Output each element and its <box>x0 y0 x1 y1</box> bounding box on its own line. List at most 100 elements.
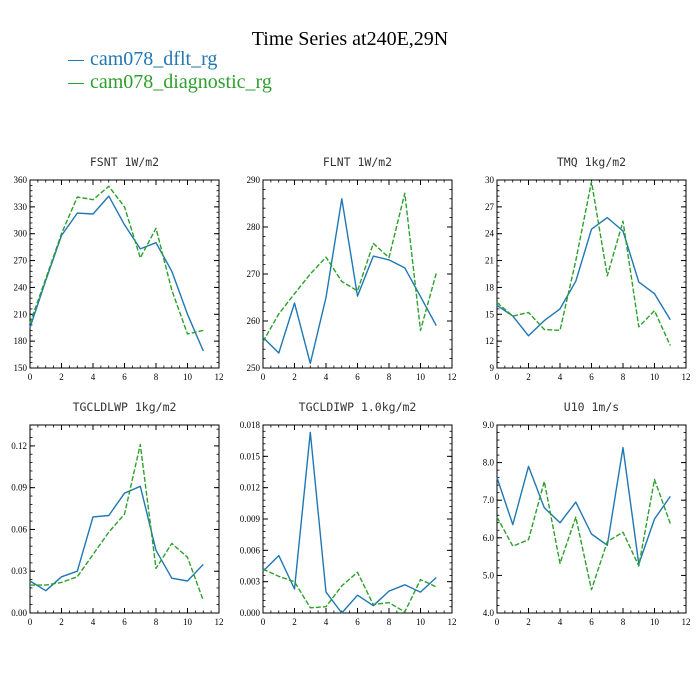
x-tick-label: 12 <box>448 372 457 382</box>
y-tick-label: 7.0 <box>483 495 495 505</box>
y-tick-label: 21 <box>485 256 494 266</box>
y-tick-label: 210 <box>14 309 28 319</box>
x-tick-label: 8 <box>154 617 159 627</box>
legend-entry-dflt: cam078_dflt_rg <box>68 48 217 71</box>
x-tick-label: 2 <box>526 372 531 382</box>
y-tick-label: 4.0 <box>483 608 495 618</box>
y-tick-label: 0.09 <box>11 483 27 493</box>
x-tick-label: 4 <box>558 617 563 627</box>
x-tick-label: 12 <box>448 617 457 627</box>
x-tick-label: 8 <box>154 372 159 382</box>
y-tick-label: 0.018 <box>240 420 261 430</box>
y-tick-label: 5.0 <box>483 570 495 580</box>
series-line-diagnostic <box>496 181 671 346</box>
x-tick-label: 4 <box>91 617 96 627</box>
chart-panel: FSNT 1W/m2 0 2 4 6 8 10 12 150 180 210 240 270 300 330… <box>14 155 224 382</box>
y-tick-label: 9.0 <box>483 420 495 430</box>
x-tick-label: 4 <box>91 372 96 382</box>
x-tick-label: 12 <box>682 617 691 627</box>
x-tick-label: 8 <box>387 372 392 382</box>
x-tick-label: 10 <box>183 617 193 627</box>
x-tick-label: 2 <box>292 372 297 382</box>
y-tick-label: 0.009 <box>240 514 261 524</box>
y-tick-label: 180 <box>14 336 28 346</box>
y-tick-label: 24 <box>485 229 495 239</box>
y-tick-label: 280 <box>247 222 261 232</box>
x-tick-label: 2 <box>292 617 297 627</box>
y-tick-label: 27 <box>485 202 495 212</box>
y-tick-label: 12 <box>485 336 494 346</box>
x-tick-label: 4 <box>324 617 329 627</box>
y-tick-label: 360 <box>14 175 28 185</box>
series-line-dflt <box>29 485 204 592</box>
x-tick-label: 10 <box>416 372 426 382</box>
series-line-dflt <box>262 431 437 614</box>
x-tick-label: 4 <box>324 372 329 382</box>
x-tick-label: 8 <box>621 617 626 627</box>
chart-title: FSNT 1W/m2 <box>90 155 159 169</box>
plot-frame <box>29 424 220 614</box>
series-line-diagnostic <box>29 185 204 335</box>
y-tick-label: 300 <box>14 229 28 239</box>
y-tick-label: 15 <box>485 309 495 319</box>
y-tick-label: 150 <box>14 363 28 373</box>
x-tick-label: 2 <box>526 617 531 627</box>
legend-swatch-line <box>68 59 84 61</box>
y-tick-label: 250 <box>247 363 261 373</box>
x-tick-label: 0 <box>261 372 266 382</box>
x-tick-label: 6 <box>355 617 360 627</box>
chart-title: TMQ 1kg/m2 <box>557 155 626 169</box>
y-tick-label: 0.03 <box>11 566 27 576</box>
x-tick-label: 12 <box>215 617 224 627</box>
chart-panel: TGCLDLWP 1kg/m2 0 2 4 6 8 10 12 0.00 0.03 0.06 0.09… <box>11 400 223 627</box>
x-tick-label: 4 <box>558 372 563 382</box>
x-tick-label: 8 <box>387 617 392 627</box>
x-tick-label: 6 <box>355 372 360 382</box>
x-tick-label: 10 <box>183 372 193 382</box>
y-tick-label: 0.006 <box>240 545 261 555</box>
x-tick-label: 12 <box>215 372 224 382</box>
plot-frame <box>262 424 453 614</box>
x-tick-label: 0 <box>28 617 33 627</box>
y-tick-label: 6.0 <box>483 533 495 543</box>
x-tick-label: 6 <box>589 617 594 627</box>
chart-title: TGCLDLWP 1kg/m2 <box>73 400 177 414</box>
y-tick-label: 270 <box>247 269 261 279</box>
y-tick-label: 0.012 <box>240 483 260 493</box>
legend-swatch-line <box>68 82 84 84</box>
x-tick-label: 0 <box>261 617 266 627</box>
y-tick-label: 0.015 <box>240 451 261 461</box>
series-line-dflt <box>29 195 204 352</box>
y-tick-label: 270 <box>14 256 28 266</box>
figure-title: Time Series at240E,29N <box>251 28 449 50</box>
series-line-diagnostic <box>496 478 671 591</box>
plot-frame <box>496 424 687 614</box>
chart-panel: TGCLDIWP 1.0kg/m2 0 2 4 6 8 10 12 0.000 0.003 0.00… <box>240 400 457 627</box>
y-tick-label: 18 <box>485 282 495 292</box>
x-tick-label: 10 <box>416 617 426 627</box>
y-tick-label: 0.000 <box>240 608 261 618</box>
x-tick-label: 6 <box>589 372 594 382</box>
series-line-diagnostic <box>262 192 437 343</box>
x-tick-label: 8 <box>621 372 626 382</box>
series-line-dflt <box>262 198 437 364</box>
x-tick-label: 6 <box>122 372 127 382</box>
x-tick-label: 12 <box>682 372 691 382</box>
y-tick-label: 260 <box>247 316 261 326</box>
y-tick-label: 0.003 <box>240 577 261 587</box>
series-line-dflt <box>496 216 671 337</box>
legend-label: cam078_dflt_rg <box>90 48 218 70</box>
plot-frame <box>262 179 453 369</box>
x-tick-label: 10 <box>650 372 660 382</box>
plot-frame <box>496 179 687 369</box>
x-tick-label: 2 <box>59 617 64 627</box>
x-tick-label: 0 <box>495 372 500 382</box>
x-tick-label: 0 <box>28 372 33 382</box>
y-tick-label: 290 <box>247 175 261 185</box>
y-tick-label: 9 <box>490 363 495 373</box>
series-line-diagnostic <box>30 443 204 601</box>
chart-panel: U10 1m/s 0 2 4 6 8 10 12 4.0 5.0 6.0 7.0 8.0 9.0 <box>483 400 691 627</box>
y-tick-label: 330 <box>14 202 28 212</box>
